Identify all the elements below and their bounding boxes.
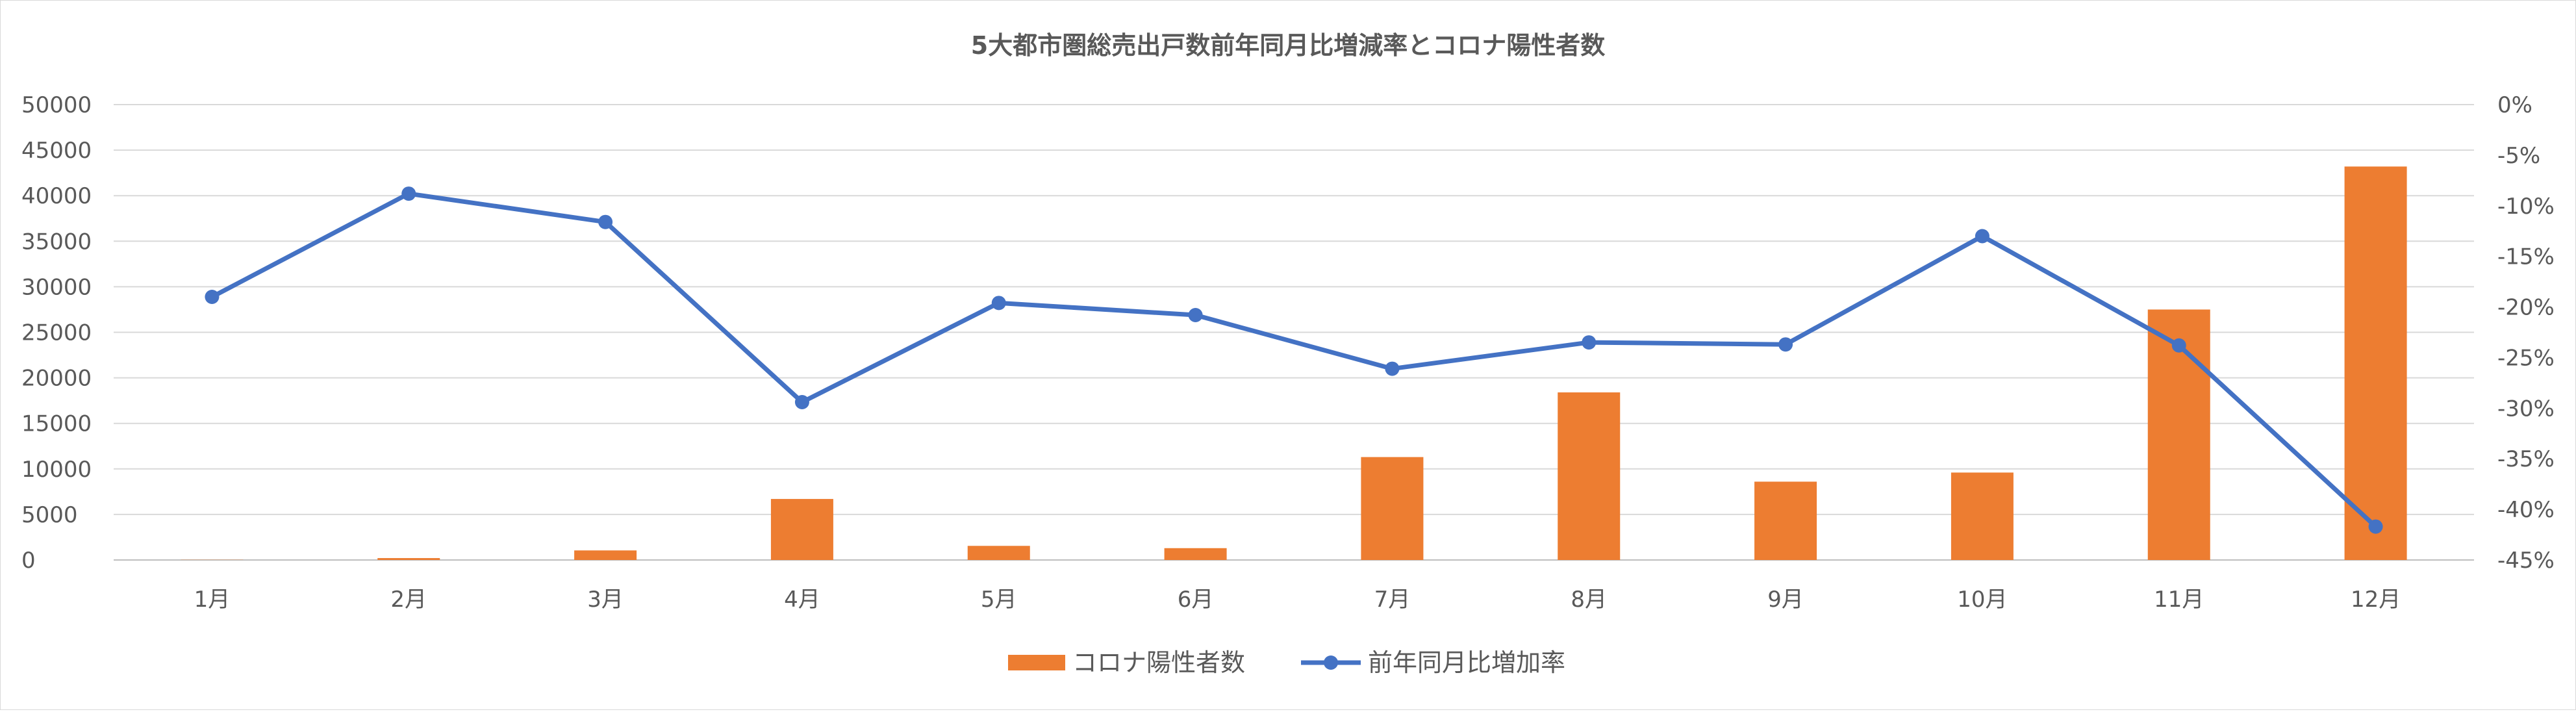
- left-axis: 5000045000400003500030000250002000015000…: [21, 92, 92, 574]
- legend-swatch-bar: [1008, 655, 1065, 670]
- bar: [1361, 457, 1423, 560]
- legend-label-bar: コロナ陽性者数: [1072, 648, 1245, 677]
- series-line: [212, 194, 2375, 527]
- line-point: [795, 395, 809, 409]
- legend-label-line: 前年同月比増加率: [1368, 648, 1565, 677]
- x-axis-tick-label: 4月: [784, 587, 820, 613]
- right-axis-tick-label: -40%: [2497, 497, 2555, 523]
- x-axis-tick-label: 3月: [587, 587, 624, 613]
- right-axis: 0% -5% -10% -15% -20% -25% -30% -35% -40% -45%: [2497, 92, 2555, 574]
- left-axis-tick-label: 0: [21, 548, 36, 574]
- right-axis-tick-label: -15%: [2497, 244, 2555, 270]
- x-axis-tick-label: 12月: [2351, 587, 2401, 613]
- legend: コロナ陽性者数 前年同月比増加率: [1008, 648, 1565, 677]
- bar: [1165, 548, 1227, 560]
- line-point: [205, 290, 219, 304]
- x-axis-tick-label: 1月: [194, 587, 231, 613]
- line-point: [1582, 335, 1596, 350]
- bar-series: [181, 166, 2406, 560]
- left-axis-tick-label: 5000: [21, 502, 78, 528]
- left-axis-tick-label: 10000: [21, 457, 92, 483]
- chart-title: 5大都市圏総売出戸数前年同月比増減率とコロナ陽性者数: [971, 31, 1605, 60]
- right-axis-tick-label: -20%: [2497, 295, 2555, 321]
- x-axis-tick-label: 9月: [1767, 587, 1804, 613]
- line-point: [992, 296, 1006, 310]
- bar: [1558, 392, 1620, 560]
- legend-swatch-marker: [1324, 655, 1338, 670]
- bar: [1951, 472, 2014, 560]
- bar: [574, 550, 637, 560]
- left-axis-tick-label: 15000: [21, 411, 92, 437]
- line-point: [1778, 337, 1793, 351]
- line-point: [2369, 520, 2383, 534]
- left-axis-tick-label: 35000: [21, 229, 92, 255]
- x-axis-tick-label: 6月: [1178, 587, 1214, 613]
- right-axis-tick-label: -35%: [2497, 446, 2555, 472]
- right-axis-tick-label: -45%: [2497, 548, 2555, 574]
- right-axis-tick-label: -10%: [2497, 194, 2555, 220]
- x-axis-tick-label: 8月: [1571, 587, 1607, 613]
- gridlines: [114, 105, 2474, 560]
- bar: [1754, 481, 1817, 560]
- line-point: [598, 215, 612, 229]
- left-axis-tick-label: 30000: [21, 274, 92, 300]
- x-axis-tick-label: 5月: [981, 587, 1017, 613]
- left-axis-tick-label: 25000: [21, 320, 92, 346]
- x-axis-tick-label: 10月: [1957, 587, 2007, 613]
- bar: [771, 499, 833, 560]
- line-point: [1385, 362, 1399, 376]
- line-point: [1189, 308, 1203, 322]
- bar: [968, 546, 1030, 560]
- right-axis-tick-label: 0%: [2497, 92, 2532, 118]
- x-axis-tick-label: 11月: [2154, 587, 2204, 613]
- line-point: [1975, 229, 1989, 244]
- line-point: [2172, 338, 2186, 353]
- line-series: [205, 186, 2382, 534]
- x-axis-tick-label: 7月: [1374, 587, 1411, 613]
- left-axis-tick-label: 45000: [21, 138, 92, 164]
- left-axis-tick-label: 20000: [21, 366, 92, 392]
- left-axis-tick-label: 50000: [21, 92, 92, 118]
- right-axis-tick-label: -30%: [2497, 396, 2555, 422]
- right-axis-tick-label: -25%: [2497, 345, 2555, 371]
- right-axis-tick-label: -5%: [2497, 143, 2540, 169]
- bar: [377, 558, 440, 560]
- line-point: [401, 186, 416, 201]
- bar: [2345, 166, 2407, 560]
- x-axis-tick-label: 2月: [390, 587, 427, 613]
- x-axis: 1月 2月 3月 4月 5月 6月 7月 8月 9月 10月 11月 12月: [194, 587, 2401, 613]
- left-axis-tick-label: 40000: [21, 183, 92, 209]
